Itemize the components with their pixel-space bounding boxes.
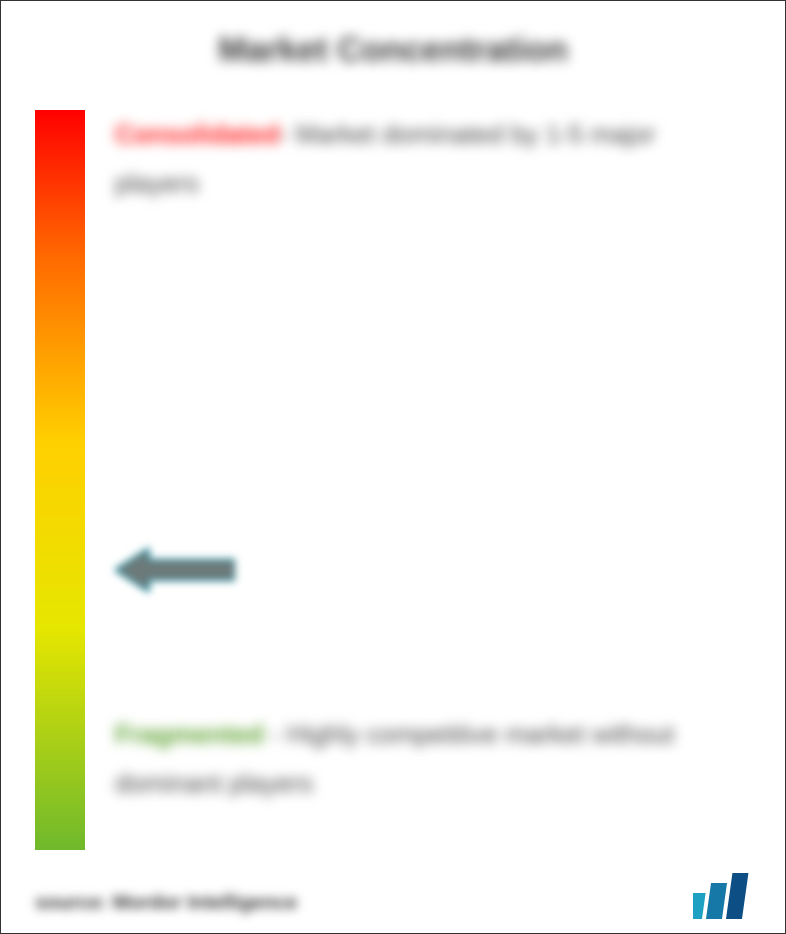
arrow-left-icon [115,548,235,592]
logo-bars-icon [693,869,757,919]
consolidated-label: Consolidated- Market dominated by 1-5 ma… [115,110,741,209]
position-indicator-arrow [115,548,235,597]
gradient-svg [35,110,85,850]
fragmented-label: Fragmented - Highly competitive market w… [115,710,741,809]
consolidated-highlight: Consolidated [115,119,280,149]
concentration-gradient-bar [35,110,85,850]
fragmented-highlight: Fragmented [115,719,264,749]
chart-title: Market Concentration [35,31,751,70]
mordor-logo [693,869,757,919]
chart-body: Consolidated- Market dominated by 1-5 ma… [35,110,751,850]
labels-area: Consolidated- Market dominated by 1-5 ma… [85,110,751,850]
chart-container: Market Concentration Consolidated- Marke… [0,0,786,934]
source-attribution: source: Mordor Intelligence [35,892,297,915]
